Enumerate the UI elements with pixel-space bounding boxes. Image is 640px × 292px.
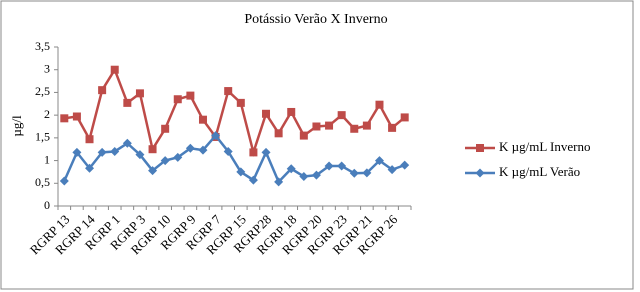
marker <box>325 121 334 130</box>
marker <box>286 164 296 174</box>
marker <box>362 168 372 178</box>
marker <box>98 86 107 95</box>
y-tick-label: 2,5 <box>35 84 50 98</box>
marker <box>160 156 170 166</box>
y-axis-label: µg/l <box>9 115 24 137</box>
marker <box>387 165 397 175</box>
marker <box>261 147 271 157</box>
marker <box>85 135 94 144</box>
marker <box>224 87 233 96</box>
marker <box>299 131 308 140</box>
marker <box>60 114 69 123</box>
marker <box>400 113 409 122</box>
legend-label: K µg/mL Verão <box>499 164 580 179</box>
marker <box>135 89 144 98</box>
marker <box>97 147 107 157</box>
marker <box>185 143 195 153</box>
marker <box>148 145 157 154</box>
y-tick-label: 0,5 <box>35 175 50 189</box>
legend-label: K µg/mL Inverno <box>499 139 591 154</box>
marker <box>375 100 384 109</box>
series-line <box>64 66 406 157</box>
marker <box>350 124 359 133</box>
marker <box>249 148 258 157</box>
legend-marker <box>475 168 485 178</box>
y-tick-label: 3 <box>44 61 50 75</box>
marker <box>274 177 284 187</box>
marker <box>211 131 221 141</box>
marker <box>374 156 384 166</box>
marker <box>173 152 183 162</box>
marker <box>122 138 132 148</box>
y-tick-label: 1,5 <box>35 130 50 144</box>
marker <box>173 95 182 104</box>
marker <box>223 146 233 156</box>
marker <box>186 91 195 100</box>
marker <box>72 112 81 121</box>
y-tick-label: 3,5 <box>35 39 50 53</box>
y-tick-label: 2 <box>44 107 50 121</box>
marker <box>123 98 132 107</box>
y-tick-label: 1 <box>44 152 50 166</box>
marker <box>400 160 410 170</box>
marker <box>312 122 321 131</box>
marker <box>337 161 347 171</box>
marker <box>85 163 95 173</box>
marker <box>236 98 245 107</box>
y-tick-label: 0 <box>44 198 50 212</box>
marker <box>59 176 69 186</box>
marker <box>337 111 346 120</box>
marker <box>362 121 371 130</box>
marker <box>248 175 258 185</box>
marker <box>262 109 271 118</box>
marker <box>110 146 120 156</box>
marker <box>324 161 334 171</box>
marker <box>349 168 359 178</box>
marker <box>388 123 397 132</box>
marker <box>311 170 321 180</box>
marker <box>135 150 145 160</box>
marker <box>299 171 309 181</box>
marker <box>274 129 283 138</box>
marker <box>198 115 207 124</box>
marker <box>287 107 296 116</box>
marker <box>110 65 119 74</box>
chart-title: Potássio Verão X Inverno <box>244 12 387 27</box>
marker <box>148 166 158 176</box>
marker <box>236 167 246 177</box>
series-line <box>63 133 406 185</box>
marker <box>198 145 208 155</box>
marker <box>72 147 82 157</box>
marker <box>161 124 170 133</box>
legend-marker <box>476 144 484 152</box>
